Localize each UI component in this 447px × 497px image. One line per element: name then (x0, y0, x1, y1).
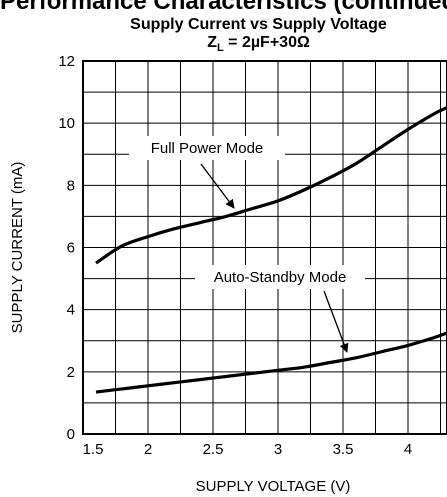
y-tick-label: 0 (67, 426, 75, 443)
annotation-layer: Full Power Mode Auto-Standby Mode (129, 136, 365, 353)
subtitle-suffix: = 2µF+30Ω (223, 34, 310, 51)
annotation-box (195, 265, 365, 289)
tick-layer: 1.5 2 2.5 3 3.5 4 0 2 4 6 8 10 12 (58, 53, 412, 458)
series-line-0 (95, 106, 447, 265)
x-axis-label: SUPPLY VOLTAGE (V) (196, 478, 351, 495)
annotation-arrow (323, 290, 349, 353)
annotation-label: Auto-Standby Mode (214, 269, 347, 286)
page-heading: Performance Characteristics (continued) (0, 0, 447, 15)
x-tick-label: 2.5 (203, 441, 224, 458)
y-tick-label: 4 (67, 302, 75, 319)
x-tick-label: 4 (404, 441, 412, 458)
series-layer (95, 106, 447, 394)
annotation-label: Full Power Mode (151, 140, 264, 157)
y-tick-label: 6 (67, 240, 75, 257)
y-axis-label: SUPPLY CURRENT (mA) (9, 162, 26, 334)
y-tick-label: 10 (58, 115, 75, 132)
series-line-1 (95, 331, 447, 394)
y-tick-label: 12 (58, 53, 75, 70)
annotation-box (129, 136, 285, 160)
subtitle-subscript: L (216, 42, 224, 55)
y-tick-label: 2 (67, 364, 75, 381)
x-tick-label: 3.5 (333, 441, 354, 458)
chart-subtitle: ZL = 2µF+30Ω (70, 33, 447, 58)
x-tick-label: 1.5 (83, 441, 104, 458)
chart-title: Supply Current vs Supply Voltage (130, 16, 387, 33)
y-tick-label: 8 (67, 177, 75, 194)
plot-frame (82, 60, 447, 435)
grid-layer (83, 61, 447, 434)
x-tick-label: 2 (144, 441, 152, 458)
annotation-arrow (200, 163, 235, 209)
subtitle-prefix: Z (207, 34, 217, 51)
x-tick-label: 3 (274, 441, 282, 458)
